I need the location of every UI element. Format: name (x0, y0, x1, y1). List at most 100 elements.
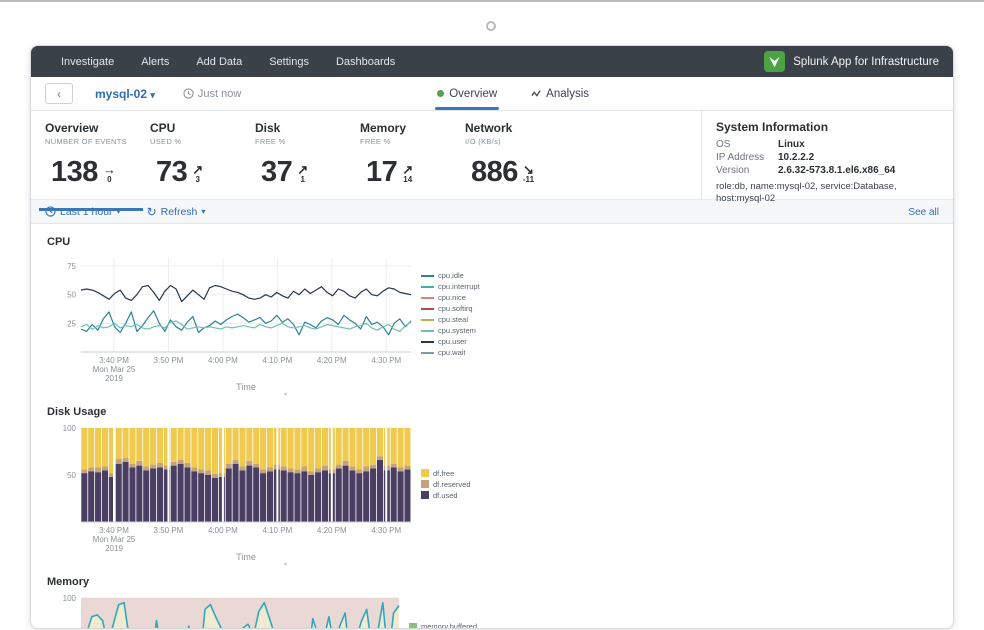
host-name-label: mysql-02 (95, 86, 148, 101)
legend-swatch-icon (421, 329, 434, 332)
metric-cards: Overview NUMBER OF EVENTS 138 → 0 CPU US… (31, 111, 701, 211)
legend-item[interactable]: cpu.interrupt (421, 282, 480, 291)
metric-network[interactable]: Network I/O (KB/s) 886 ↘ -11 (465, 121, 570, 199)
legend-label: df.free (433, 468, 455, 478)
legend-swatch-icon (421, 318, 434, 321)
svg-text:4:20 PM: 4:20 PM (317, 526, 347, 535)
svg-text:4:10 PM: 4:10 PM (262, 526, 292, 535)
metric-subtitle: USED % (150, 137, 182, 146)
legend-item[interactable]: df.free (421, 469, 471, 478)
tab-overview[interactable]: Overview (435, 77, 500, 110)
legend-item[interactable]: cpu.system (421, 326, 480, 335)
legend-item[interactable]: cpu.wait (421, 348, 480, 357)
metric-title: Memory (360, 121, 407, 135)
metric-cpu[interactable]: CPU USED % 73 ↗ 3 (150, 121, 255, 199)
legend-swatch-icon (421, 296, 434, 299)
metric-subtitle: NUMBER OF EVENTS (45, 137, 127, 146)
legend-item[interactable]: cpu.idle (421, 271, 480, 280)
svg-text:4:30 PM: 4:30 PM (371, 526, 401, 535)
legend-item[interactable]: df.reserved (421, 480, 471, 489)
svg-text:Time: Time (236, 382, 256, 392)
refresh-picker[interactable]: ↻ Refresh ▾ (147, 206, 206, 218)
metric-title: Overview (45, 121, 99, 135)
legend-label: cpu.user (438, 337, 467, 346)
legend-item[interactable]: cpu.nice (421, 293, 480, 302)
host-tags: role:db, name:mysql-02, service:Database… (716, 181, 897, 204)
nav-item-dashboards[interactable]: Dashboards (335, 55, 396, 68)
legend-label: cpu.softirq (438, 304, 473, 313)
see-all-link[interactable]: See all (908, 206, 939, 218)
legend-label: memory.buffered (421, 622, 477, 629)
legend-item[interactable]: cpu.softirq (421, 304, 480, 313)
legend-label: cpu.interrupt (438, 282, 480, 291)
view-tabs: Overview Analysis (435, 77, 591, 110)
back-button[interactable]: ‹ (45, 83, 73, 104)
cpu-chart-title: CPU (47, 236, 71, 248)
legend-label: cpu.idle (438, 271, 464, 280)
dashboard-window: Investigate Alerts Add Data Settings Das… (30, 45, 954, 629)
metric-memory[interactable]: Memory FREE % 17 ↗ 14 (360, 121, 465, 199)
refresh-icon: ↻ (146, 204, 157, 219)
svg-text:Time: Time (236, 552, 256, 562)
host-selector[interactable]: mysql-02 ▾ (95, 87, 155, 101)
svg-text:2019: 2019 (105, 544, 123, 553)
top-navbar: Investigate Alerts Add Data Settings Das… (31, 46, 953, 77)
metric-subtitle: FREE % (255, 137, 286, 146)
page-top-line (0, 0, 984, 2)
legend-swatch-icon (421, 480, 429, 488)
svg-text:3:50 PM: 3:50 PM (154, 356, 184, 365)
camera-dot (486, 21, 496, 31)
sysinfo-value-os: Linux (778, 139, 805, 150)
legend-item[interactable]: memory.buffered (409, 622, 488, 629)
memory-chart-legend: memory.bufferedmemory.cachedmemory.freem… (409, 622, 488, 629)
metric-value: 886 (471, 156, 518, 188)
trend-up-icon: ↗ 14 (402, 161, 414, 184)
nav-item-alerts[interactable]: Alerts (141, 55, 170, 68)
legend-label: cpu.system (438, 326, 476, 335)
analysis-icon (531, 89, 541, 97)
memory-chart-title: Memory (47, 576, 90, 588)
cpu-chart-legend: cpu.idle cpu.interrupt cpu.nice cpu.softirq… (421, 271, 480, 357)
legend-item[interactable]: cpu.steal (421, 315, 480, 324)
status-green-dot-icon (437, 90, 445, 97)
clock-icon (183, 88, 194, 99)
nav-item-settings[interactable]: Settings (269, 55, 309, 68)
legend-swatch-icon (421, 340, 434, 343)
legend-swatch-icon (409, 622, 417, 628)
system-information-panel: System Information OS Linux IP Address 1… (701, 111, 953, 218)
svg-text:2019: 2019 (105, 374, 123, 383)
nav-item-add-data[interactable]: Add Data (196, 55, 243, 68)
svg-text:100: 100 (63, 424, 77, 433)
tab-analysis[interactable]: Analysis (529, 77, 591, 110)
metric-subtitle: I/O (KB/s) (465, 137, 501, 146)
svg-text:3:50 PM: 3:50 PM (154, 526, 184, 535)
sysinfo-value-ip: 10.2.2.2 (778, 152, 815, 163)
metric-value: 73 (156, 156, 188, 188)
metric-overview[interactable]: Overview NUMBER OF EVENTS 138 → 0 (39, 121, 150, 211)
charts-section: CPU 25 50 75 3:40 PM Mon Mar 25 2019 3:50 PM 4:… (31, 224, 953, 629)
metric-disk[interactable]: Disk FREE % 37 ↗ 1 (255, 121, 360, 199)
svg-text:3:40 PM: 3:40 PM (99, 526, 129, 535)
app-title: Splunk App for Infrastructure (793, 55, 939, 68)
svg-text:50: 50 (67, 471, 76, 480)
legend-label: cpu.wait (438, 348, 466, 357)
refresh-label: Refresh (160, 205, 198, 218)
nav-item-investigate[interactable]: Investigate (61, 55, 115, 68)
cpu-panel: CPU 25 50 75 3:40 PM Mon Mar 25 2019 3:50 PM 4:… (31, 228, 493, 398)
legend-swatch-icon (421, 307, 434, 310)
sysinfo-value-version: 2.6.32-573.8.1.el6.x86_64 (778, 165, 896, 176)
trend-up-icon: ↗ 3 (192, 161, 204, 184)
splunk-app-logo-icon (764, 51, 786, 72)
legend-item[interactable]: cpu.user (421, 337, 480, 346)
svg-text:3:40 PM: 3:40 PM (99, 356, 129, 365)
metric-value: 17 (366, 156, 398, 188)
tab-analysis-label: Analysis (546, 87, 589, 100)
legend-item[interactable]: df.used (421, 491, 471, 500)
legend-label: cpu.steal (438, 315, 469, 324)
sysinfo-label-os: OS (716, 139, 731, 150)
svg-text:50: 50 (67, 291, 76, 300)
legend-swatch-icon (421, 274, 434, 277)
